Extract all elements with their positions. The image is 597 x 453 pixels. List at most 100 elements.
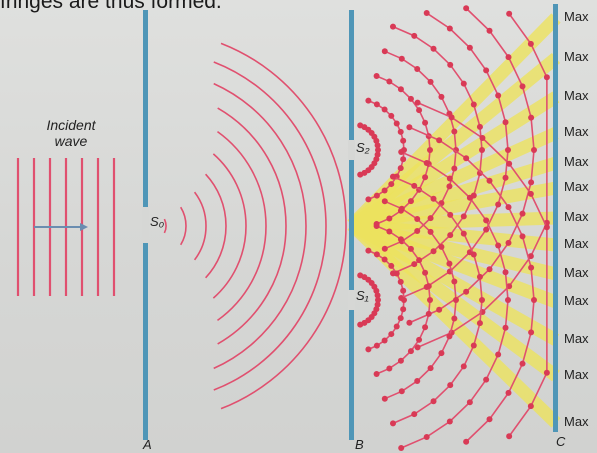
wavefront-node: [406, 319, 413, 326]
wavefront-node: [397, 236, 404, 243]
wavefront-node: [393, 270, 400, 277]
wavefront-node: [430, 248, 437, 255]
wavefront-node: [436, 137, 443, 144]
wavefront-node: [373, 192, 380, 199]
wavefront-node: [397, 278, 404, 285]
wavefront-node: [543, 369, 550, 376]
wavefront-node: [531, 147, 537, 153]
wavefront-node: [389, 420, 396, 427]
wavefront-node: [502, 119, 509, 126]
wavefront-node: [430, 398, 437, 405]
wavefront-node: [438, 93, 445, 100]
max-label: Max: [564, 236, 589, 251]
wavefront-node: [486, 177, 493, 184]
wavefront-node: [375, 147, 381, 153]
wavefront-node: [502, 174, 509, 181]
secondary-wavefront: [193, 191, 207, 261]
wavefront-node: [436, 306, 443, 313]
wavefront-node: [357, 171, 364, 178]
wavefront-node: [495, 92, 502, 99]
wavefront-node: [476, 170, 483, 177]
slit-s2-label: S₂: [356, 140, 370, 155]
wavefront-node: [423, 10, 430, 17]
wavefront-node: [388, 331, 395, 338]
wavefront-node: [400, 287, 407, 294]
wavefront-node: [446, 260, 453, 267]
wavefront-node: [483, 226, 490, 233]
wavefront-node: [427, 78, 434, 85]
wavefront-node: [397, 357, 404, 364]
wavefront-node: [506, 433, 513, 440]
wavefront-node: [381, 395, 388, 402]
wavefront-node: [460, 213, 467, 220]
wavefront-node: [381, 106, 388, 113]
wavefront-node: [446, 183, 453, 190]
wavefront-node: [411, 182, 418, 189]
slit-s1-label: S₁: [356, 288, 369, 303]
wavefront-node: [479, 147, 485, 153]
caption-line-1: Incident: [46, 117, 96, 133]
wavefront-node: [407, 245, 414, 252]
wavefront-node: [527, 190, 534, 197]
wavefront-node: [447, 382, 454, 389]
wavefront-node: [470, 342, 477, 349]
wavefront-node: [505, 239, 512, 246]
wavefront-node: [495, 351, 502, 358]
wavefront-node: [463, 288, 470, 295]
slit-s2-gap: [348, 140, 355, 160]
wavefront-node: [527, 40, 534, 47]
max-label: Max: [564, 209, 589, 224]
wavefront-node: [414, 228, 421, 235]
wavefront-node: [422, 269, 429, 276]
wavefront-node: [397, 315, 404, 322]
wavefront-node: [373, 342, 380, 349]
wavefront-node: [505, 147, 511, 153]
wavefront-node: [373, 72, 380, 79]
wavefront-node: [448, 114, 455, 121]
wavefront-node: [389, 23, 396, 30]
wavefront-node: [398, 388, 405, 395]
wavefront-node: [381, 198, 388, 205]
wavefront-node: [430, 195, 437, 202]
wavefront-node: [373, 371, 380, 378]
secondary-wavefront: [217, 107, 287, 345]
secondary-wavefront: [180, 206, 187, 246]
wavefront-node: [528, 114, 535, 121]
max-label: Max: [564, 179, 589, 194]
wavefront-node: [479, 297, 485, 303]
wavefront-node: [476, 123, 483, 130]
wavefront-node: [416, 107, 423, 114]
wavefront-node: [427, 365, 434, 372]
wavefront-node: [528, 264, 535, 271]
wavefront-node: [386, 365, 393, 372]
wavefront-node: [373, 251, 380, 258]
wavefront-node: [446, 175, 453, 182]
slit-s1-gap: [348, 290, 355, 310]
wavefront-node: [398, 445, 405, 452]
wavefront-node: [502, 269, 509, 276]
wavefront-node: [502, 324, 509, 331]
wavefront-node: [381, 48, 388, 55]
wavefront-node: [460, 80, 467, 87]
wavefront-node: [373, 101, 380, 108]
wavefront-node: [447, 61, 454, 68]
wavefront-node: [451, 315, 458, 322]
wavefront-node: [531, 297, 537, 303]
wavefront-node: [411, 261, 418, 268]
barrier-b: [349, 10, 354, 440]
wavefront-node: [460, 230, 467, 237]
wavefront-node: [483, 67, 490, 74]
wavefront-node: [381, 187, 388, 194]
wavefront-node: [470, 101, 477, 108]
incident-wave-caption: Incident wave: [36, 117, 106, 149]
wavefront-node: [519, 233, 526, 240]
wavefront-node: [451, 165, 458, 172]
wavefront-node: [375, 297, 381, 303]
wavefront-node: [414, 378, 421, 385]
wavefront-node: [505, 204, 512, 211]
wavefront-node: [466, 399, 473, 406]
wavefront-node: [451, 128, 458, 135]
wavefront-node: [407, 198, 414, 205]
